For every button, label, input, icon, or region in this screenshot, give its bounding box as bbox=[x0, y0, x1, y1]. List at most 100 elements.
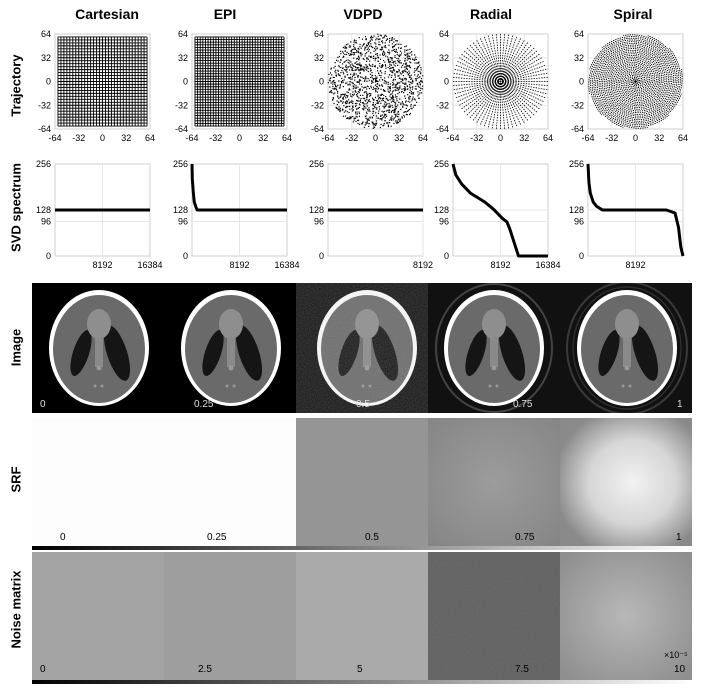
sample-point bbox=[344, 110, 347, 112]
sample-point bbox=[367, 67, 369, 70]
sample-point bbox=[404, 69, 406, 71]
svd-curve bbox=[451, 163, 548, 258]
sample-point bbox=[378, 72, 380, 75]
sample-point bbox=[342, 115, 345, 117]
sample-point bbox=[356, 95, 358, 97]
sample-point bbox=[385, 103, 388, 105]
sample-point bbox=[420, 67, 422, 69]
sample-point bbox=[346, 106, 348, 108]
sample-point bbox=[361, 123, 363, 125]
sample-point bbox=[349, 53, 352, 55]
sample-point bbox=[384, 77, 386, 79]
sample-point bbox=[410, 78, 412, 80]
sample-point bbox=[339, 84, 341, 86]
sample-point bbox=[419, 80, 422, 82]
column-title-vdpd: VDPD bbox=[343, 6, 383, 22]
sample-point bbox=[358, 106, 360, 109]
sample-point bbox=[376, 79, 378, 82]
sample-point bbox=[368, 63, 370, 65]
sample-point bbox=[357, 100, 359, 102]
sample-point bbox=[383, 89, 386, 92]
sample-point bbox=[368, 45, 370, 47]
trajectory-plot-radial: -64 -32 0 32 64 64 32 0 -32 -64 bbox=[436, 29, 553, 143]
y-tick-label: 256 bbox=[434, 159, 449, 169]
y-tick-label: 128 bbox=[36, 205, 51, 215]
y-tick-label: 128 bbox=[309, 205, 324, 215]
svd-curve bbox=[190, 163, 287, 212]
sample-point bbox=[358, 115, 361, 117]
trajectory-samples bbox=[57, 36, 148, 127]
x-tick-label: 32 bbox=[654, 133, 664, 143]
y-tick-label: -64 bbox=[571, 124, 584, 134]
y-tick-label: -32 bbox=[571, 100, 584, 110]
sample-point bbox=[396, 57, 398, 60]
sample-point bbox=[389, 51, 391, 53]
sample-point bbox=[405, 70, 407, 73]
sample-point bbox=[419, 83, 421, 85]
sample-point bbox=[372, 98, 374, 100]
y-tick-label: 64 bbox=[574, 29, 584, 39]
sample-point bbox=[336, 92, 339, 94]
sample-point bbox=[352, 91, 354, 93]
sample-point bbox=[389, 39, 391, 42]
sample-point bbox=[359, 100, 361, 102]
row-label-srf: SRF bbox=[8, 466, 24, 493]
sample-point bbox=[416, 82, 419, 84]
image-label-2: 0.5 bbox=[356, 399, 370, 410]
sample-point bbox=[412, 92, 415, 94]
sample-point bbox=[371, 65, 374, 67]
sample-point bbox=[374, 124, 377, 127]
sample-point bbox=[368, 87, 371, 90]
sample-point bbox=[370, 35, 373, 37]
sample-point bbox=[350, 117, 352, 119]
sample-point bbox=[334, 62, 336, 64]
sample-point bbox=[394, 51, 397, 53]
sample-point bbox=[399, 50, 402, 52]
sample-point bbox=[379, 38, 381, 40]
sample-point bbox=[375, 78, 377, 80]
sample-point bbox=[398, 55, 400, 57]
sample-point bbox=[389, 83, 392, 85]
sample-point bbox=[375, 122, 378, 124]
sample-point bbox=[342, 55, 345, 57]
sample-point bbox=[329, 78, 331, 80]
sample-point bbox=[412, 96, 414, 98]
sample-point bbox=[397, 47, 400, 49]
sample-point bbox=[342, 98, 344, 100]
sample-point bbox=[359, 89, 361, 92]
sample-point bbox=[411, 82, 413, 85]
sample-point bbox=[377, 102, 380, 104]
sample-point bbox=[405, 104, 407, 106]
sample-point bbox=[376, 83, 378, 85]
sample-point bbox=[378, 85, 381, 87]
sample-point bbox=[393, 64, 395, 66]
sample-point bbox=[391, 93, 393, 95]
x-tick-label: -64 bbox=[446, 133, 459, 143]
sample-point bbox=[353, 41, 355, 43]
sample-point bbox=[353, 72, 355, 74]
sample-point bbox=[345, 82, 347, 84]
sample-point bbox=[370, 56, 373, 58]
sample-point bbox=[353, 54, 355, 56]
sample-point bbox=[380, 94, 382, 96]
sample-point bbox=[403, 78, 405, 80]
y-tick-label: 32 bbox=[574, 53, 584, 63]
sample-point bbox=[347, 59, 349, 61]
spiral-interleave bbox=[600, 47, 681, 122]
sample-point bbox=[397, 111, 399, 113]
sample-point bbox=[349, 64, 352, 66]
sample-point bbox=[331, 81, 334, 83]
sample-point bbox=[389, 99, 391, 101]
y-tick-label: -64 bbox=[38, 124, 51, 134]
sample-point bbox=[371, 74, 374, 76]
sample-point bbox=[389, 87, 391, 89]
sample-point bbox=[350, 50, 352, 52]
sample-point bbox=[409, 76, 411, 78]
sample-point bbox=[393, 48, 396, 51]
sample-point bbox=[421, 80, 423, 83]
sample-point bbox=[355, 87, 357, 89]
sample-point bbox=[356, 67, 359, 69]
sample-point bbox=[364, 77, 366, 79]
sample-point bbox=[345, 53, 348, 56]
x-tick-label: 8192 bbox=[92, 260, 112, 270]
